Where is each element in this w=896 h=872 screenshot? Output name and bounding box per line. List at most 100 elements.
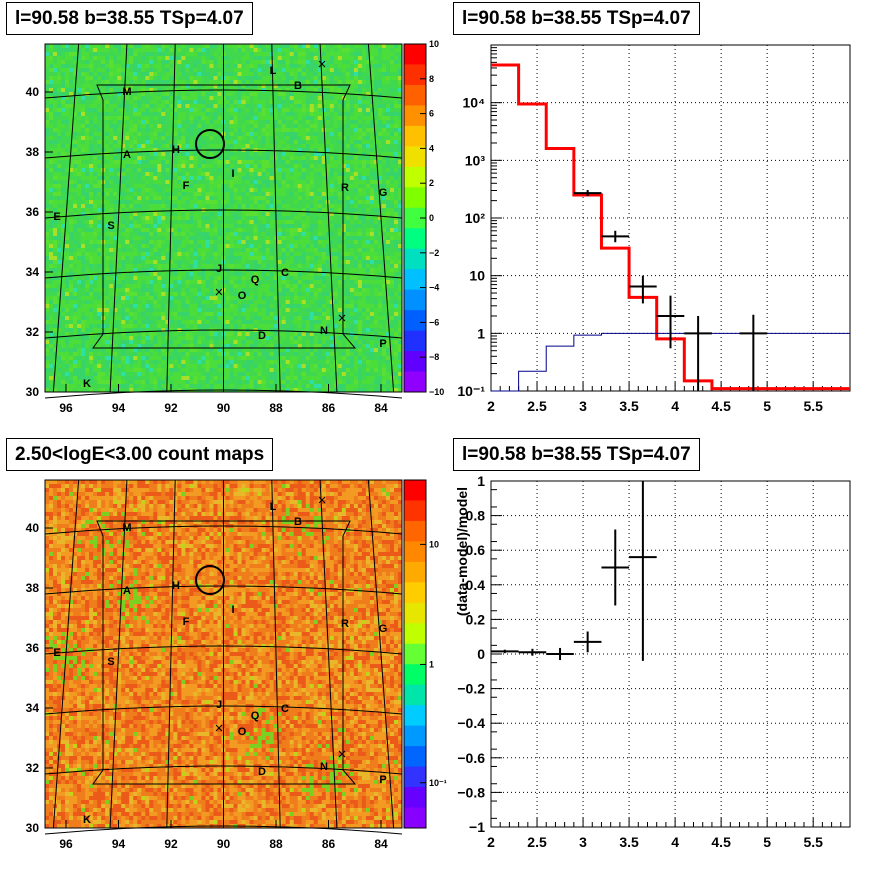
y-tick-label: 32 bbox=[26, 761, 40, 775]
source-label-D: D bbox=[258, 330, 266, 342]
y-tick-label: 30 bbox=[26, 821, 40, 835]
colorbar-swatch bbox=[404, 269, 426, 290]
count-map-title: 2.50<logE<3.00 count maps bbox=[6, 438, 273, 471]
y-tick-label: 0 bbox=[477, 646, 485, 662]
colorbar-swatch bbox=[404, 480, 426, 501]
source-label-A: A bbox=[123, 585, 131, 597]
y-tick-label: 10³ bbox=[465, 152, 486, 168]
y-tick-label: 36 bbox=[26, 641, 40, 655]
colorbar-swatch bbox=[404, 85, 426, 106]
y-tick-label: 34 bbox=[26, 701, 40, 715]
x-tick-label: 3.5 bbox=[619, 834, 639, 850]
y-tick-label: −1 bbox=[469, 819, 485, 835]
x-tick-label: 4 bbox=[671, 398, 679, 414]
colorbar-tick-label: −6 bbox=[429, 317, 439, 327]
source-label-J: J bbox=[216, 263, 222, 275]
source-label-R: R bbox=[341, 182, 349, 194]
x-tick-label: 5 bbox=[763, 398, 771, 414]
colorbar-swatch bbox=[404, 187, 426, 208]
y-tick-label: 30 bbox=[26, 385, 40, 399]
source-label-J: J bbox=[216, 699, 222, 711]
source-label-S: S bbox=[107, 220, 114, 232]
colorbar-swatch bbox=[404, 105, 426, 126]
colorbar-tick-label: 10 bbox=[429, 539, 439, 549]
source-label-N: N bbox=[320, 761, 328, 773]
source-label-R: R bbox=[341, 618, 349, 630]
source-label-H: H bbox=[172, 144, 180, 156]
source-label-D: D bbox=[258, 766, 266, 778]
y-tick-label: 1 bbox=[477, 473, 485, 489]
x-tick-label: 96 bbox=[59, 837, 73, 851]
y-tick-label: 10⁴ bbox=[463, 95, 486, 111]
x-tick-label: 3 bbox=[579, 398, 587, 414]
y-tick-label: −0.2 bbox=[457, 681, 485, 697]
x-tick-label: 92 bbox=[164, 837, 178, 851]
x-tick-label: 90 bbox=[217, 837, 231, 851]
colorbar-swatch bbox=[404, 787, 426, 808]
y-tick-label: 10⁻¹ bbox=[457, 383, 485, 399]
grid bbox=[491, 481, 850, 827]
colorbar-swatch bbox=[404, 726, 426, 747]
x-tick-label: 5.5 bbox=[803, 398, 823, 414]
source-label-G: G bbox=[379, 623, 388, 635]
x-tick-label: 5.5 bbox=[803, 834, 823, 850]
y-tick-label: −0.6 bbox=[457, 750, 485, 766]
y-tick-label: −0.4 bbox=[457, 715, 485, 731]
figure-canvas: LBMHAIF R GESJQCOD NPK96 94 92 90 88 86 843032343… bbox=[0, 0, 896, 872]
x-tick-label: 84 bbox=[374, 837, 388, 851]
colorbar-swatch bbox=[404, 623, 426, 644]
colorbar-swatch bbox=[404, 603, 426, 624]
y-tick-label: 32 bbox=[26, 325, 40, 339]
colorbar-tick-label: 2 bbox=[429, 178, 434, 188]
colorbar-swatch bbox=[404, 644, 426, 665]
x-tick-label: 90 bbox=[217, 401, 231, 415]
source-label-C: C bbox=[281, 267, 289, 279]
y-tick-label: 36 bbox=[26, 205, 40, 219]
x-tick-label: 86 bbox=[322, 837, 336, 851]
colorbar-tick-label: 0 bbox=[429, 213, 434, 223]
colorbar-tick-label: −10 bbox=[429, 387, 444, 397]
source-label-Q: Q bbox=[251, 710, 260, 722]
source-label-O: O bbox=[238, 290, 247, 302]
x-tick-label: 2 bbox=[487, 398, 495, 414]
x-tick-label: 86 bbox=[322, 401, 336, 415]
source-label-E: E bbox=[53, 647, 60, 659]
source-label-N: N bbox=[320, 325, 328, 337]
colorbar-swatch bbox=[404, 746, 426, 767]
source-label-A: A bbox=[123, 149, 131, 161]
colorbar-swatch bbox=[404, 664, 426, 685]
colorbar-tick-label: 6 bbox=[429, 109, 434, 119]
x-tick-label: 2.5 bbox=[527, 398, 547, 414]
colorbar-swatch bbox=[404, 64, 426, 85]
colorbar-tick-label: −4 bbox=[429, 283, 439, 293]
x-tick-label: 88 bbox=[269, 401, 283, 415]
y-tick-label: 10 bbox=[469, 268, 485, 284]
x-tick-label: 5 bbox=[763, 834, 771, 850]
plot-frame bbox=[491, 481, 850, 827]
y-tick-label: 34 bbox=[26, 265, 40, 279]
residuals-title: l=90.58 b=38.55 TSp=4.07 bbox=[453, 438, 700, 471]
source-label-B: B bbox=[294, 516, 302, 528]
x-tick-label: 88 bbox=[269, 837, 283, 851]
source-label-L: L bbox=[270, 65, 277, 77]
y-tick-label: 38 bbox=[26, 581, 40, 595]
colorbar-swatch bbox=[404, 562, 426, 583]
source-label-C: C bbox=[281, 703, 289, 715]
source-label-F: F bbox=[183, 180, 190, 192]
source-label-L: L bbox=[270, 501, 277, 513]
colorbar-tick-label: 10⁻¹ bbox=[429, 778, 447, 788]
x-tick-label: 96 bbox=[59, 401, 73, 415]
colorbar-swatch bbox=[404, 767, 426, 788]
x-tick-label: 84 bbox=[374, 401, 388, 415]
colorbar-tick-label: 4 bbox=[429, 143, 434, 153]
source-label-Q: Q bbox=[251, 274, 260, 286]
source-label-S: S bbox=[107, 656, 114, 668]
colorbar-swatch bbox=[404, 146, 426, 167]
source-label-I: I bbox=[231, 604, 234, 616]
colorbar-swatch bbox=[404, 582, 426, 603]
colorbar-tick-label: −2 bbox=[429, 248, 439, 258]
